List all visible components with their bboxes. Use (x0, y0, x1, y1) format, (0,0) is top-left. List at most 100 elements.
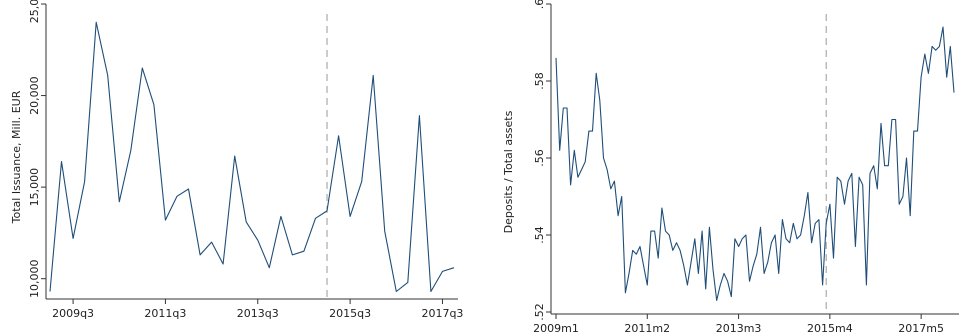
data-point (625, 292, 626, 293)
data-point (691, 261, 692, 262)
y-tick-label: .54 (533, 226, 546, 244)
data-point (49, 291, 50, 292)
data-point (636, 254, 637, 255)
data-point (877, 188, 878, 189)
data-point (734, 238, 735, 239)
x-tick-label: 2015q3 (329, 307, 371, 320)
data-point (628, 273, 629, 274)
data-point (223, 263, 224, 264)
data-point (200, 254, 201, 255)
data-point (680, 250, 681, 251)
data-point (829, 204, 830, 205)
data-point (643, 265, 644, 266)
data-point (848, 181, 849, 182)
data-point (384, 231, 385, 232)
x-tick-label: 2011q3 (144, 307, 186, 320)
data-point (756, 254, 757, 255)
data-point (618, 215, 619, 216)
data-point (292, 254, 293, 255)
data-point (771, 242, 772, 243)
data-point (326, 210, 327, 211)
data-point (851, 173, 852, 174)
data-point (130, 150, 131, 151)
y-tick-label: .6 (533, 0, 546, 9)
data-point (800, 234, 801, 235)
data-point (844, 204, 845, 205)
data-point (745, 234, 746, 235)
data-point (610, 188, 611, 189)
data-point (723, 273, 724, 274)
data-point (632, 250, 633, 251)
data-point (96, 22, 97, 23)
data-point (188, 188, 189, 189)
x-tick-label: 2013m3 (716, 322, 762, 334)
data-point (796, 238, 797, 239)
data-point (303, 251, 304, 252)
y-tick-label: .58 (533, 72, 546, 90)
y-tick-label: 20,000 (28, 76, 41, 115)
data-point (654, 231, 655, 232)
data-point (73, 238, 74, 239)
data-point (246, 221, 247, 222)
x-tick-label: 2017m5 (898, 322, 944, 334)
data-point (658, 258, 659, 259)
data-point (442, 271, 443, 272)
data-point (142, 68, 143, 69)
data-point (727, 281, 728, 282)
x-tick-label: 2009m1 (533, 322, 579, 334)
data-point (396, 291, 397, 292)
data-point (910, 215, 911, 216)
data-point (280, 216, 281, 217)
data-point (639, 246, 640, 247)
right-y-axis-title: Deposits / Total assets (502, 110, 515, 233)
data-point (407, 282, 408, 283)
data-point (361, 181, 362, 182)
data-point (698, 273, 699, 274)
data-point (694, 238, 695, 239)
data-point (946, 77, 947, 78)
left-chart-panel: 10,000 15,000 20,000 25,000 2009q3 2011q3 2013… (10, 0, 463, 320)
data-point (687, 284, 688, 285)
data-point (607, 169, 608, 170)
data-point (716, 300, 717, 301)
y-tick-label: 25,000 (28, 0, 41, 23)
data-point (712, 269, 713, 270)
data-point (84, 181, 85, 182)
data-point (234, 155, 235, 156)
data-point (913, 131, 914, 132)
data-point (566, 107, 567, 108)
data-point (647, 284, 648, 285)
data-point (621, 196, 622, 197)
data-point (899, 204, 900, 205)
data-point (811, 242, 812, 243)
data-point (705, 288, 706, 289)
data-point (720, 284, 721, 285)
data-point (570, 184, 571, 185)
data-point (563, 107, 564, 108)
data-point (917, 131, 918, 132)
data-point (818, 219, 819, 220)
left-y-axis-title: Total Issuance, Mill. EUR (10, 90, 23, 224)
data-point (826, 223, 827, 224)
data-point (603, 157, 604, 158)
data-point (807, 192, 808, 193)
x-tick-label: 2011m2 (624, 322, 670, 334)
data-point (61, 161, 62, 162)
data-point (793, 223, 794, 224)
data-point (650, 231, 651, 232)
data-point (614, 181, 615, 182)
data-point (855, 246, 856, 247)
left-chart-marks: 10,000 15,000 20,000 25,000 2009q3 2011q3 2013… (28, 0, 463, 320)
right-chart-panel: .52 .54 .56 .58 .6 2009m1 2011m2 2013m3 2015m4 20… (502, 0, 959, 334)
data-point (775, 234, 776, 235)
data-point (269, 267, 270, 268)
data-point (702, 231, 703, 232)
data-point (866, 284, 867, 285)
data-point (869, 173, 870, 174)
data-point (785, 238, 786, 239)
data-point (782, 219, 783, 220)
data-point (822, 284, 823, 285)
x-tick-label: 2009q3 (52, 307, 94, 320)
data-point (873, 165, 874, 166)
